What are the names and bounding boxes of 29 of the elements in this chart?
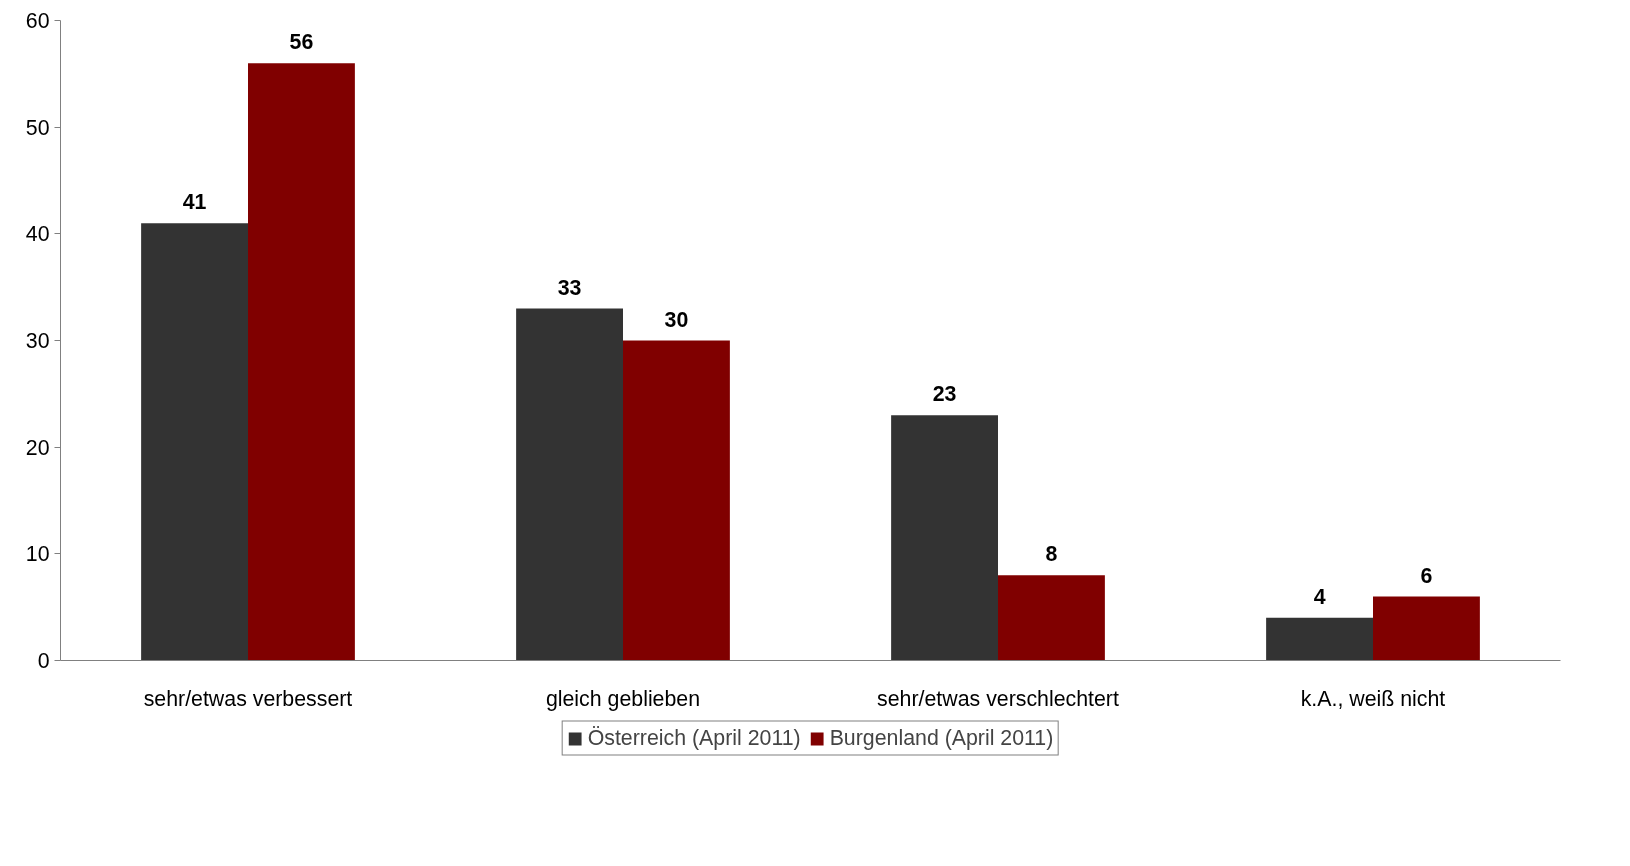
- data-label: 56: [289, 30, 314, 55]
- bar: [623, 340, 730, 661]
- bar: [891, 415, 998, 661]
- bar: [248, 63, 355, 661]
- bar: [1266, 617, 1373, 661]
- y-tick-label: 40: [25, 222, 50, 247]
- bar: [141, 223, 248, 661]
- x-tick-label: sehr/etwas verschlechtert: [877, 686, 1119, 711]
- data-label: 30: [664, 307, 689, 332]
- bar: [998, 575, 1105, 661]
- data-label: 23: [932, 382, 957, 407]
- data-label: 41: [182, 190, 207, 215]
- legend-label: Burgenland (April 2011): [829, 725, 1054, 751]
- y-tick-label: 20: [25, 435, 50, 460]
- x-tick-label: sehr/etwas verbessert: [143, 686, 353, 711]
- y-tick-label: 10: [25, 542, 50, 567]
- x-tick-label: gleich geblieben: [545, 686, 701, 711]
- x-tick-label: k.A., weiß nicht: [1300, 686, 1446, 711]
- data-label: 8: [1045, 542, 1058, 567]
- y-tick-label: 60: [25, 9, 50, 33]
- legend-label: Österreich (April 2011): [587, 725, 801, 751]
- bar: [1373, 596, 1480, 661]
- data-label: 6: [1420, 563, 1433, 588]
- data-label: 4: [1313, 584, 1326, 609]
- y-tick-label: 50: [25, 115, 50, 140]
- y-tick-label: 0: [37, 649, 50, 673]
- y-tick-label: 30: [25, 329, 50, 353]
- bar: [516, 308, 623, 661]
- data-label: 33: [557, 275, 582, 300]
